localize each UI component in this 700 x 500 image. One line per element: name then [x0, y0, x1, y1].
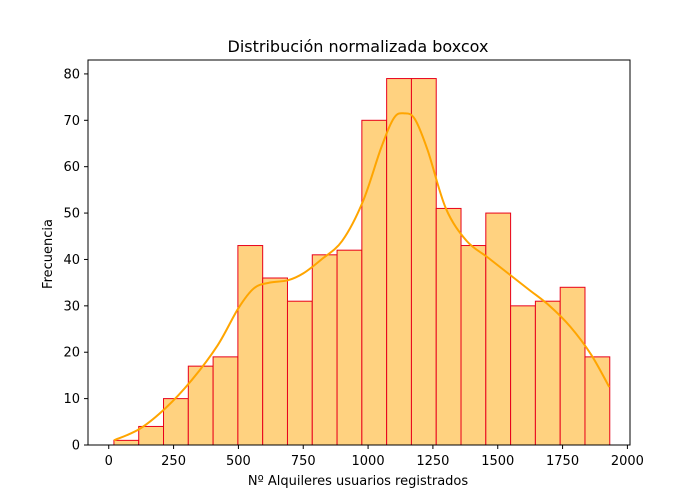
- bars-layer: [113, 78, 611, 446]
- histogram-bar: [361, 119, 388, 446]
- histogram-bar: [212, 356, 239, 446]
- histogram-bar: [559, 286, 586, 446]
- x-tick-label: 1500: [481, 454, 514, 469]
- histogram-bar: [187, 365, 214, 446]
- y-tick-label: 30: [63, 299, 80, 314]
- kde-line: [113, 112, 611, 442]
- x-tick-label: 0: [105, 454, 113, 469]
- histogram-bar: [286, 300, 313, 446]
- histogram-bar: [262, 277, 288, 446]
- y-tick-label: 50: [63, 207, 80, 222]
- kde-layer: [113, 112, 611, 442]
- histogram-bar: [485, 212, 512, 446]
- y-tick-label: 60: [63, 160, 80, 175]
- x-axis-label: Nº Alquileres usuarios registrados: [248, 474, 469, 489]
- x-tick-label: 2000: [611, 454, 644, 469]
- plot-frame: [87, 59, 631, 446]
- histogram-bar: [237, 245, 264, 446]
- x-tick-label: 1750: [546, 454, 579, 469]
- y-axis-ticks: 0 10 20 30 40 50 60 70 80: [63, 67, 88, 454]
- x-tick-label: 500: [226, 454, 251, 469]
- y-tick-label: 10: [63, 392, 80, 407]
- histogram-bar: [510, 305, 536, 446]
- y-tick-label: 80: [63, 67, 80, 82]
- y-tick-label: 20: [63, 346, 80, 361]
- x-tick-label: 750: [291, 454, 316, 469]
- histogram-bar: [584, 356, 611, 446]
- histogram-bar: [113, 439, 140, 446]
- histogram-bar: [435, 207, 462, 446]
- x-axis-ticks: 0 250 500 750 1000 1250 1500 1750 2000: [105, 445, 644, 469]
- histogram-bar: [534, 300, 561, 446]
- y-tick-label: 0: [72, 439, 80, 454]
- x-tick-label: 1250: [416, 454, 449, 469]
- y-tick-label: 70: [63, 114, 80, 129]
- chart-title: Distribución normalizada boxcox: [228, 37, 489, 56]
- x-tick-label: 1000: [352, 454, 385, 469]
- y-tick-label: 40: [63, 253, 80, 268]
- y-axis-label: Frecuencia: [41, 219, 56, 289]
- histogram-bar: [460, 245, 487, 446]
- histogram-bar: [386, 78, 412, 446]
- x-tick-label: 250: [161, 454, 186, 469]
- histogram-bar: [336, 249, 363, 446]
- histogram-bar: [311, 254, 338, 446]
- histogram-bar: [410, 78, 437, 446]
- histogram-bar: [138, 425, 165, 446]
